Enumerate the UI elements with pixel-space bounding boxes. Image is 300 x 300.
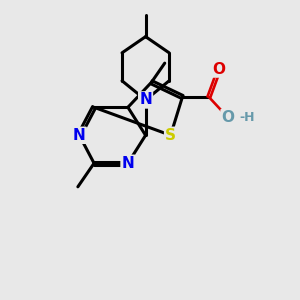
Text: S: S	[165, 128, 176, 143]
Text: -H: -H	[239, 111, 255, 124]
Text: N: N	[122, 156, 134, 171]
Text: N: N	[73, 128, 86, 143]
Text: O: O	[221, 110, 235, 125]
Text: O: O	[213, 61, 226, 76]
Text: N: N	[139, 92, 152, 107]
